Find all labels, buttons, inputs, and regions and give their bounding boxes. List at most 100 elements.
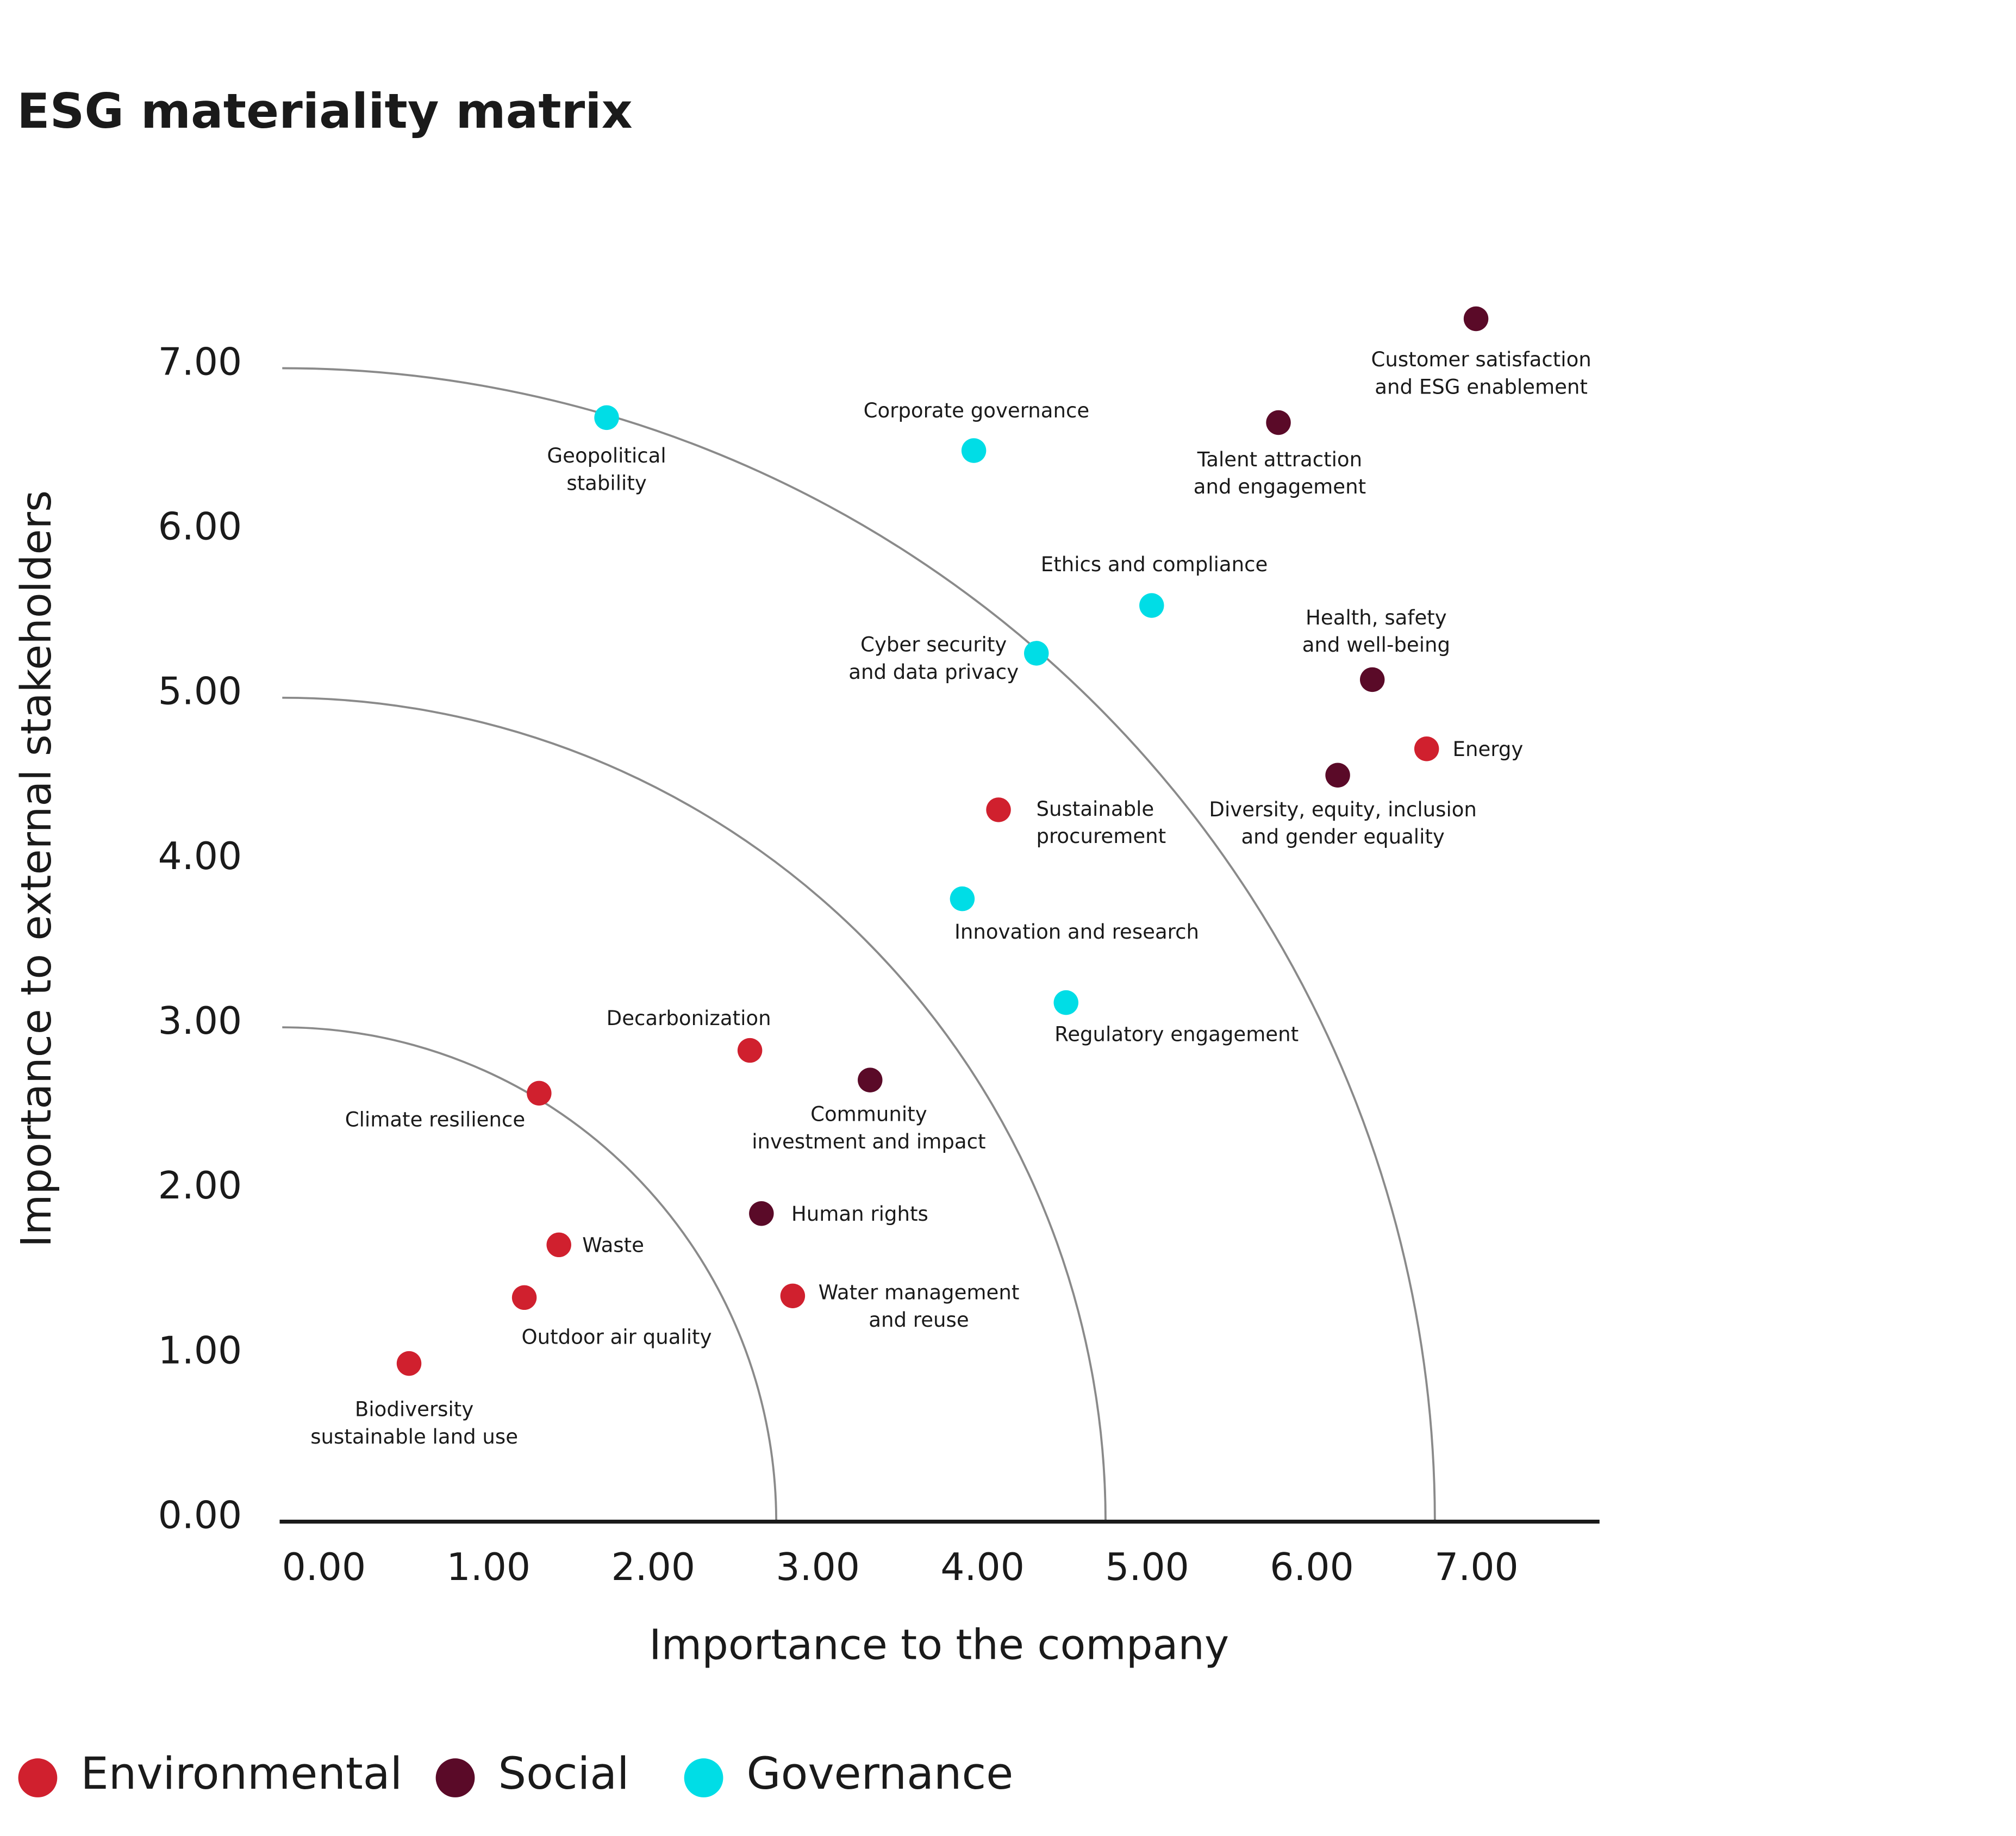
y-tick-label: 6.00 xyxy=(158,505,242,548)
point-label-line: and gender equality xyxy=(1241,825,1444,848)
point-label: Cyber security and data privacy xyxy=(848,633,1019,683)
data-point xyxy=(780,1283,806,1309)
legend-marker xyxy=(18,1758,58,1797)
data-point xyxy=(511,1285,537,1310)
x-axis-title: Importance to the company xyxy=(649,1621,1229,1670)
y-tick-label: 5.00 xyxy=(158,670,242,714)
point-label: Waste xyxy=(582,1233,644,1257)
data-point xyxy=(1053,990,1078,1015)
data-point xyxy=(1266,410,1291,435)
y-tick-label: 2.00 xyxy=(158,1164,242,1208)
data-point xyxy=(986,797,1011,822)
point-label: Ethics and compliance xyxy=(1041,552,1268,576)
data-point xyxy=(594,405,619,430)
data-point xyxy=(396,1351,422,1376)
y-tick-label: 3.00 xyxy=(158,1000,242,1043)
point-label-line: Sustainable xyxy=(1036,797,1154,820)
x-tick-label: 3.00 xyxy=(776,1546,859,1589)
point-label: Geopolitical stability xyxy=(547,444,666,495)
point-label-line: procurement xyxy=(1036,825,1166,848)
y-tick-label: 0.00 xyxy=(158,1494,242,1537)
data-point xyxy=(749,1201,774,1226)
legend-label: Environmental xyxy=(80,1748,402,1800)
data-point xyxy=(1139,593,1164,618)
data-point xyxy=(1414,736,1439,761)
point-label-line: Decarbonization xyxy=(607,1007,771,1030)
reference-arc xyxy=(282,367,1436,1522)
reference-arc xyxy=(282,696,1107,1522)
x-tick-label: 6.00 xyxy=(1270,1546,1353,1589)
point-label: Climate resilience xyxy=(345,1108,525,1131)
data-point xyxy=(1463,306,1489,332)
x-tick-label: 0.00 xyxy=(282,1546,366,1589)
point-label-line: Water management xyxy=(819,1281,1020,1304)
point-label-line: Corporate governance xyxy=(864,399,1090,422)
point-label-line: Innovation and research xyxy=(954,920,1199,943)
point-label: Decarbonization xyxy=(607,1007,771,1030)
y-tick-label: 4.00 xyxy=(158,835,242,878)
point-label-line: and reuse xyxy=(869,1308,969,1331)
data-point xyxy=(858,1067,883,1092)
x-tick-label: 4.00 xyxy=(940,1546,1024,1589)
point-label: Sustainable procurement xyxy=(1036,797,1166,847)
data-point xyxy=(1023,641,1049,666)
point-label: Diversity, equity, inclusion and gender e… xyxy=(1209,797,1477,848)
point-label-line: Diversity, equity, inclusion xyxy=(1209,797,1477,821)
data-point xyxy=(527,1081,552,1106)
data-point xyxy=(1325,763,1350,788)
reference-arc xyxy=(282,1026,778,1522)
point-label: Talent attraction and engagement xyxy=(1194,447,1366,498)
point-label: Innovation and research xyxy=(954,920,1199,943)
point-label: Outdoor air quality xyxy=(521,1325,711,1348)
point-label-line: stability xyxy=(566,471,647,495)
chart-title: ESG materiality matrix xyxy=(17,83,633,139)
point-label-line: sustainable land use xyxy=(310,1425,518,1448)
legend-label: Social xyxy=(498,1748,629,1800)
point-label-line: Biodiversity xyxy=(355,1397,473,1421)
legend-label: Governance xyxy=(747,1748,1014,1800)
y-tick-label: 7.00 xyxy=(158,340,242,384)
point-label-line: Ethics and compliance xyxy=(1041,552,1268,576)
data-point xyxy=(961,438,987,463)
point-label-line: Talent attraction xyxy=(1197,447,1362,471)
point-label: Water management and reuse xyxy=(819,1281,1020,1331)
point-label-line: Health, safety xyxy=(1306,605,1447,629)
legend-marker xyxy=(435,1758,475,1797)
point-label: Energy xyxy=(1453,738,1524,761)
point-label: Community investment and impact xyxy=(752,1102,985,1153)
data-point xyxy=(1359,667,1385,692)
point-label-line: Regulatory engagement xyxy=(1054,1022,1299,1046)
point-label: Human rights xyxy=(791,1202,928,1226)
point-label-line: Geopolitical xyxy=(547,444,666,467)
x-tick-label: 1.00 xyxy=(447,1546,530,1589)
y-tick-label: 1.00 xyxy=(158,1329,242,1372)
point-label-line: and engagement xyxy=(1194,475,1366,498)
point-label: Customer satisfaction and ESG enablement xyxy=(1371,348,1591,398)
data-point xyxy=(546,1232,571,1258)
point-label-line: and well-being xyxy=(1302,633,1450,657)
x-tick-label: 7.00 xyxy=(1434,1546,1518,1589)
point-label-line: Outdoor air quality xyxy=(521,1325,711,1348)
point-label-line: Climate resilience xyxy=(345,1108,525,1131)
point-label-line: Community xyxy=(810,1102,927,1126)
point-label-line: and data privacy xyxy=(848,660,1019,683)
x-tick-label: 2.00 xyxy=(611,1546,695,1589)
y-axis-title: Importance to external stakeholders xyxy=(13,490,61,1247)
x-tick-label: 5.00 xyxy=(1105,1546,1189,1589)
point-label-line: Waste xyxy=(582,1233,644,1257)
data-point xyxy=(737,1038,763,1063)
point-label: Corporate governance xyxy=(864,399,1090,422)
point-label-line: Human rights xyxy=(791,1202,928,1226)
point-label: Health, safety and well-being xyxy=(1302,605,1450,656)
point-label-line: Energy xyxy=(1453,738,1524,761)
data-point xyxy=(950,886,975,911)
point-label: Regulatory engagement xyxy=(1054,1022,1299,1046)
point-label-line: and ESG enablement xyxy=(1375,375,1588,398)
point-label: Biodiversity sustainable land use xyxy=(310,1397,518,1448)
point-label-line: Cyber security xyxy=(860,633,1007,656)
legend-marker xyxy=(684,1758,723,1797)
point-label-line: Customer satisfaction xyxy=(1371,348,1591,371)
point-label-line: investment and impact xyxy=(752,1129,985,1153)
